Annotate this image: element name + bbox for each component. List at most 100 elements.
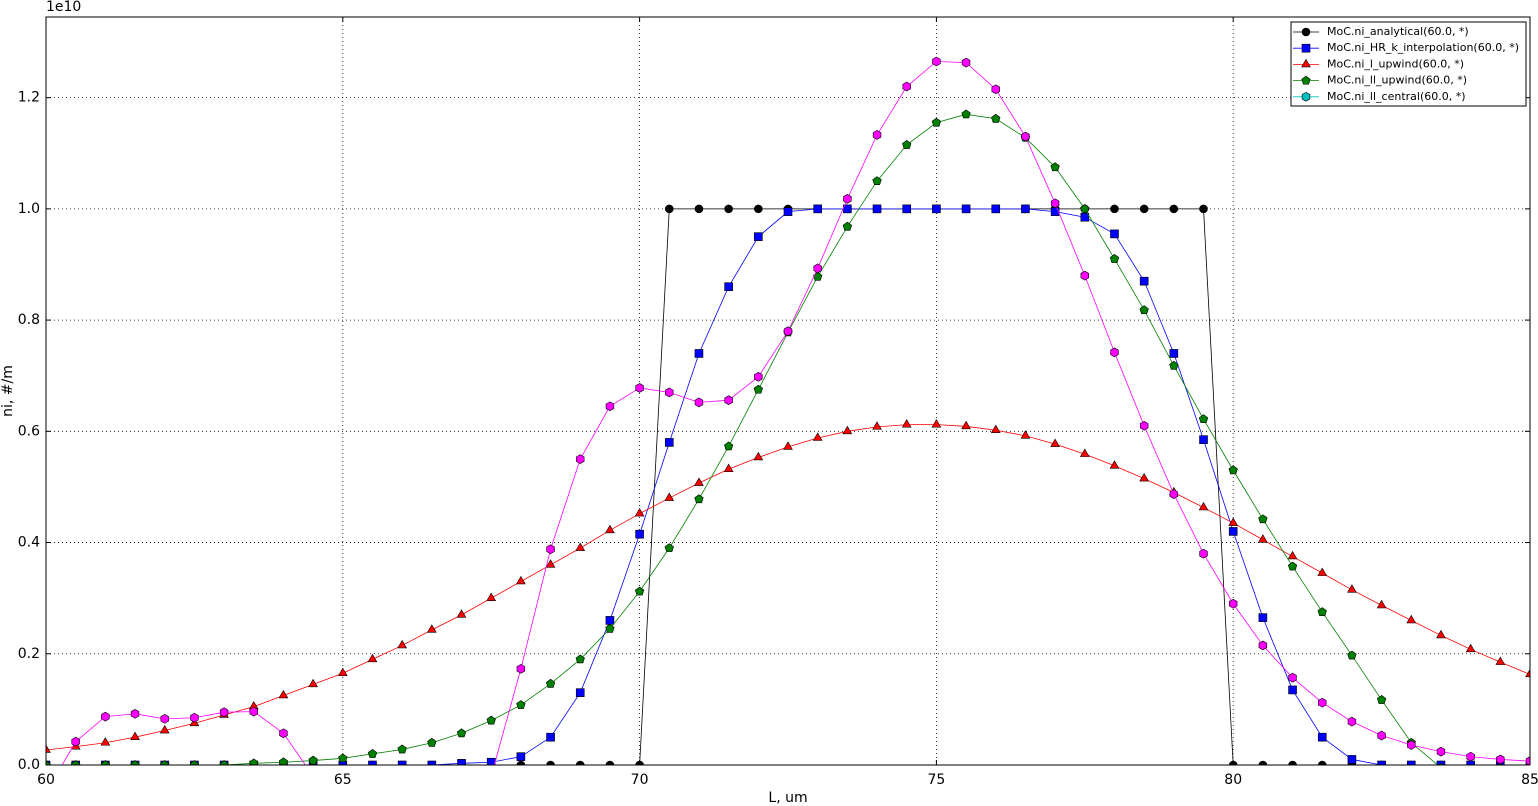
marker — [1199, 204, 1208, 214]
x-tick-label: 60 — [37, 772, 55, 788]
marker — [219, 760, 229, 765]
marker — [664, 204, 674, 214]
marker — [991, 204, 1001, 214]
marker — [1301, 43, 1311, 53]
marker — [1301, 27, 1311, 37]
marker — [902, 140, 912, 149]
marker — [1139, 420, 1149, 431]
marker — [545, 559, 556, 568]
marker — [278, 757, 289, 765]
marker — [664, 543, 674, 553]
marker — [664, 438, 674, 447]
marker — [1169, 360, 1179, 370]
marker — [694, 477, 704, 486]
marker — [308, 755, 318, 765]
marker — [902, 204, 912, 214]
marker — [575, 654, 585, 664]
marker — [1139, 276, 1149, 286]
marker — [1318, 697, 1327, 708]
marker — [1258, 760, 1268, 765]
marker — [427, 760, 437, 765]
marker — [100, 737, 111, 746]
marker — [160, 760, 170, 765]
marker — [1376, 599, 1387, 609]
marker — [1317, 732, 1327, 742]
marker — [1525, 756, 1530, 765]
marker — [724, 441, 734, 451]
marker — [1228, 517, 1239, 526]
marker — [1301, 91, 1311, 102]
marker — [783, 441, 793, 450]
marker — [1139, 204, 1149, 214]
marker — [961, 204, 971, 214]
marker — [456, 728, 467, 738]
marker — [1496, 754, 1505, 765]
marker — [931, 419, 942, 428]
y-tick-label: 0.8 — [18, 312, 40, 328]
marker — [1228, 760, 1238, 765]
marker — [367, 749, 378, 758]
marker — [1288, 685, 1297, 695]
marker — [605, 623, 615, 633]
marker — [1110, 204, 1119, 214]
marker — [1347, 584, 1357, 593]
marker — [1139, 305, 1149, 315]
marker — [991, 84, 1000, 95]
marker — [338, 753, 348, 763]
marker — [1139, 472, 1150, 482]
legend-label: MoC.ni_analytical(60.0, *) — [1327, 25, 1469, 38]
marker — [991, 113, 1001, 123]
marker — [1301, 58, 1311, 68]
marker — [634, 508, 645, 517]
marker — [931, 117, 942, 127]
y-tick-label: 0.4 — [18, 535, 40, 551]
marker — [71, 736, 80, 747]
marker — [961, 57, 971, 68]
marker — [367, 653, 378, 663]
marker — [546, 760, 555, 765]
marker — [458, 772, 466, 781]
marker — [1347, 716, 1357, 727]
marker — [932, 56, 941, 67]
marker — [219, 707, 229, 718]
grid: 0.0 0.2 0.4 0.6 0.8 1.0 1.2 60 65 70 75 80 85 — [18, 17, 1538, 788]
marker — [842, 425, 853, 435]
marker — [1228, 465, 1238, 475]
marker — [961, 420, 971, 430]
marker — [634, 586, 645, 596]
marker — [1258, 534, 1268, 543]
marker — [872, 204, 882, 214]
marker — [546, 732, 555, 742]
legend-box — [1290, 21, 1527, 107]
marker — [694, 397, 704, 408]
marker — [1198, 501, 1209, 511]
marker — [1406, 760, 1416, 765]
y-tick-label: 0.0 — [18, 757, 40, 773]
marker — [1080, 270, 1089, 281]
x-tick-label: 65 — [334, 772, 352, 788]
marker — [46, 760, 51, 765]
marker — [1228, 527, 1238, 536]
series-layer — [42, 56, 1530, 797]
marker — [1436, 629, 1446, 639]
marker — [843, 194, 852, 204]
marker — [1466, 751, 1475, 762]
marker — [546, 544, 555, 555]
marker — [42, 788, 50, 797]
marker — [397, 760, 407, 765]
marker — [575, 760, 585, 765]
marker — [754, 371, 763, 382]
marker — [694, 494, 704, 504]
marker — [1406, 614, 1417, 624]
marker — [783, 207, 793, 216]
marker — [753, 384, 763, 394]
marker — [516, 752, 526, 761]
marker — [516, 700, 526, 709]
marker — [160, 713, 169, 724]
plot-area — [46, 17, 1530, 765]
marker — [1229, 598, 1238, 609]
marker — [1495, 656, 1506, 665]
marker — [990, 424, 1001, 434]
marker — [368, 760, 377, 765]
marker — [724, 204, 733, 214]
